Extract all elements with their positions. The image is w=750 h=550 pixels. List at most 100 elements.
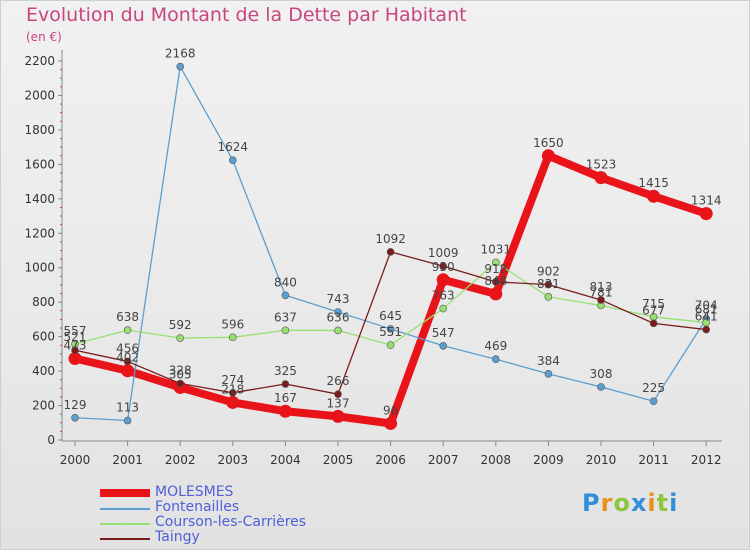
data-label: 305 bbox=[169, 367, 192, 381]
data-point bbox=[334, 390, 342, 398]
data-point bbox=[544, 280, 553, 289]
x-tick-label: 2005 bbox=[323, 453, 354, 467]
chart-unit: (en €) bbox=[26, 30, 62, 44]
data-label: 831 bbox=[537, 277, 560, 291]
data-label: 637 bbox=[274, 310, 297, 324]
logo-letter: P bbox=[582, 489, 601, 517]
data-label: 1415 bbox=[638, 176, 669, 190]
data-label: 763 bbox=[432, 289, 455, 303]
data-label: 1092 bbox=[375, 232, 406, 246]
data-point bbox=[649, 397, 658, 406]
data-point bbox=[71, 346, 79, 355]
x-tick-label: 2001 bbox=[112, 453, 143, 467]
legend-swatch bbox=[100, 538, 150, 540]
data-point bbox=[702, 325, 711, 334]
data-label: 137 bbox=[327, 396, 350, 410]
legend-swatch bbox=[100, 489, 150, 497]
data-label: 704 bbox=[695, 299, 718, 313]
data-label: 1624 bbox=[218, 140, 249, 154]
x-tick-label: 2003 bbox=[218, 453, 249, 467]
data-label: 641 bbox=[695, 310, 718, 324]
y-tick-label: 1400 bbox=[24, 192, 55, 206]
data-label: 551 bbox=[379, 325, 402, 339]
y-tick-label: 2200 bbox=[24, 54, 55, 68]
data-point bbox=[647, 189, 661, 203]
data-point bbox=[544, 293, 553, 301]
y-tick-label: 1800 bbox=[24, 123, 55, 137]
data-point bbox=[699, 207, 713, 221]
legend-swatch bbox=[100, 523, 150, 525]
data-label: 918 bbox=[484, 262, 507, 276]
data-label: 715 bbox=[642, 297, 665, 311]
legend-label: MOLESMES bbox=[155, 484, 234, 500]
data-point bbox=[229, 156, 237, 165]
data-point bbox=[278, 404, 292, 418]
data-label: 113 bbox=[116, 401, 139, 415]
y-tick-label: 600 bbox=[32, 330, 55, 344]
legend-label: Courson-les-Carrières bbox=[155, 514, 307, 530]
x-tick-label: 2012 bbox=[691, 453, 722, 467]
y-tick-label: 0 bbox=[47, 433, 55, 447]
data-point bbox=[436, 273, 450, 287]
logo-letter: i bbox=[647, 489, 657, 517]
data-label: 636 bbox=[327, 310, 350, 324]
data-point bbox=[226, 395, 240, 409]
data-label: 266 bbox=[327, 374, 350, 388]
data-point bbox=[68, 352, 82, 366]
data-label: 469 bbox=[484, 339, 507, 353]
data-label: 1523 bbox=[586, 158, 617, 172]
data-point bbox=[123, 416, 132, 425]
data-point bbox=[544, 370, 553, 378]
data-point bbox=[176, 62, 184, 71]
data-point bbox=[281, 380, 290, 388]
y-tick-label: 1600 bbox=[24, 157, 55, 171]
data-point bbox=[281, 291, 290, 300]
data-point bbox=[491, 355, 500, 364]
data-label: 521 bbox=[64, 330, 87, 344]
x-tick-label: 2004 bbox=[270, 453, 301, 467]
data-point bbox=[71, 413, 79, 422]
x-tick-label: 2010 bbox=[586, 453, 617, 467]
data-label: 1009 bbox=[428, 246, 459, 260]
data-point bbox=[489, 287, 503, 301]
data-label: 677 bbox=[642, 303, 665, 317]
data-label: 1650 bbox=[533, 136, 564, 150]
data-point bbox=[649, 319, 658, 328]
data-label: 902 bbox=[537, 265, 560, 279]
data-label: 96 bbox=[383, 403, 398, 417]
data-point bbox=[281, 326, 290, 335]
data-label: 167 bbox=[274, 391, 297, 405]
data-label: 456 bbox=[116, 341, 139, 355]
data-point bbox=[176, 334, 184, 342]
y-tick-label: 400 bbox=[32, 364, 55, 378]
y-tick-label: 200 bbox=[32, 399, 55, 413]
data-point bbox=[176, 379, 184, 388]
legend-label: Taingy bbox=[155, 529, 200, 545]
data-label: 473 bbox=[64, 339, 87, 353]
logo-letter: x bbox=[630, 489, 648, 517]
data-point bbox=[384, 416, 398, 430]
x-tick-label: 2011 bbox=[638, 453, 669, 467]
x-tick-label: 2002 bbox=[165, 453, 196, 467]
logo-letter: i bbox=[669, 489, 679, 517]
data-label: 813 bbox=[590, 280, 613, 294]
data-label: 638 bbox=[116, 310, 139, 324]
data-label: 402 bbox=[116, 351, 139, 365]
data-label: 328 bbox=[169, 363, 192, 377]
data-point bbox=[334, 308, 342, 316]
data-label: 596 bbox=[221, 317, 244, 331]
x-tick-label: 2006 bbox=[375, 453, 406, 467]
data-label: 2168 bbox=[165, 47, 196, 61]
data-label: 848 bbox=[484, 274, 507, 288]
logo-letter: t bbox=[656, 489, 670, 517]
proxiti-logo: Proxiti bbox=[582, 489, 678, 517]
data-label: 225 bbox=[642, 381, 665, 395]
x-tick-label: 2008 bbox=[481, 453, 512, 467]
x-tick-label: 2007 bbox=[428, 453, 459, 467]
data-label: 557 bbox=[64, 324, 87, 338]
logo-letter: r bbox=[600, 489, 614, 517]
data-label: 129 bbox=[64, 398, 87, 412]
data-label: 308 bbox=[590, 367, 613, 381]
